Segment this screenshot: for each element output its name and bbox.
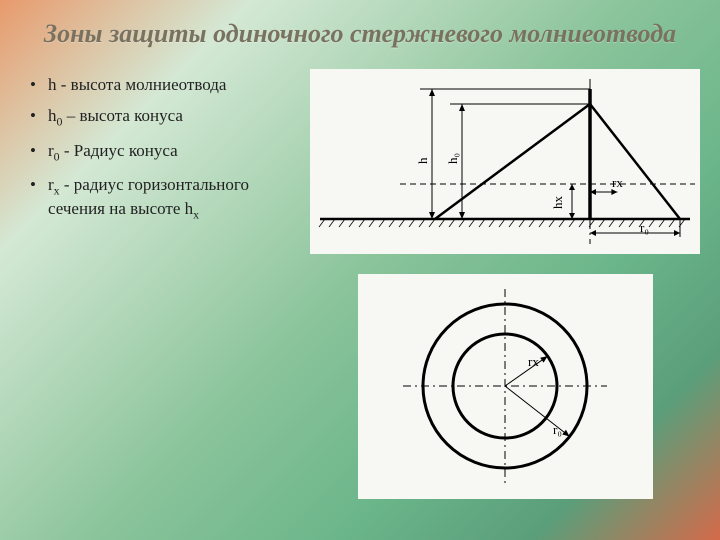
svg-text:h₀: h₀ [445, 153, 460, 164]
diagram-column: h h₀ hx rx r₀ rx r₀ [310, 69, 700, 499]
bullet-list: h - высота молниеотвода h0 – высота конус… [30, 69, 300, 499]
svg-text:r₀: r₀ [553, 422, 562, 437]
list-item: h0 – высота конуса [30, 105, 300, 129]
list-item: h - высота молниеотвода [30, 74, 300, 95]
svg-text:r₀: r₀ [640, 220, 649, 235]
content-row: h - высота молниеотвода h0 – высота конус… [30, 69, 690, 499]
svg-text:rx: rx [528, 354, 539, 369]
list-item: rx - радиус горизонтального сечения на в… [30, 174, 300, 223]
svg-text:hx: hx [550, 196, 565, 210]
svg-text:rx: rx [612, 175, 623, 190]
page-title: Зоны защиты одиночного стержневого молни… [30, 18, 690, 49]
list-item: r0 - Радиус конуса [30, 140, 300, 164]
svg-text:h: h [415, 157, 430, 164]
elevation-diagram: h h₀ hx rx r₀ [310, 69, 700, 254]
plan-diagram: rx r₀ [358, 274, 653, 499]
